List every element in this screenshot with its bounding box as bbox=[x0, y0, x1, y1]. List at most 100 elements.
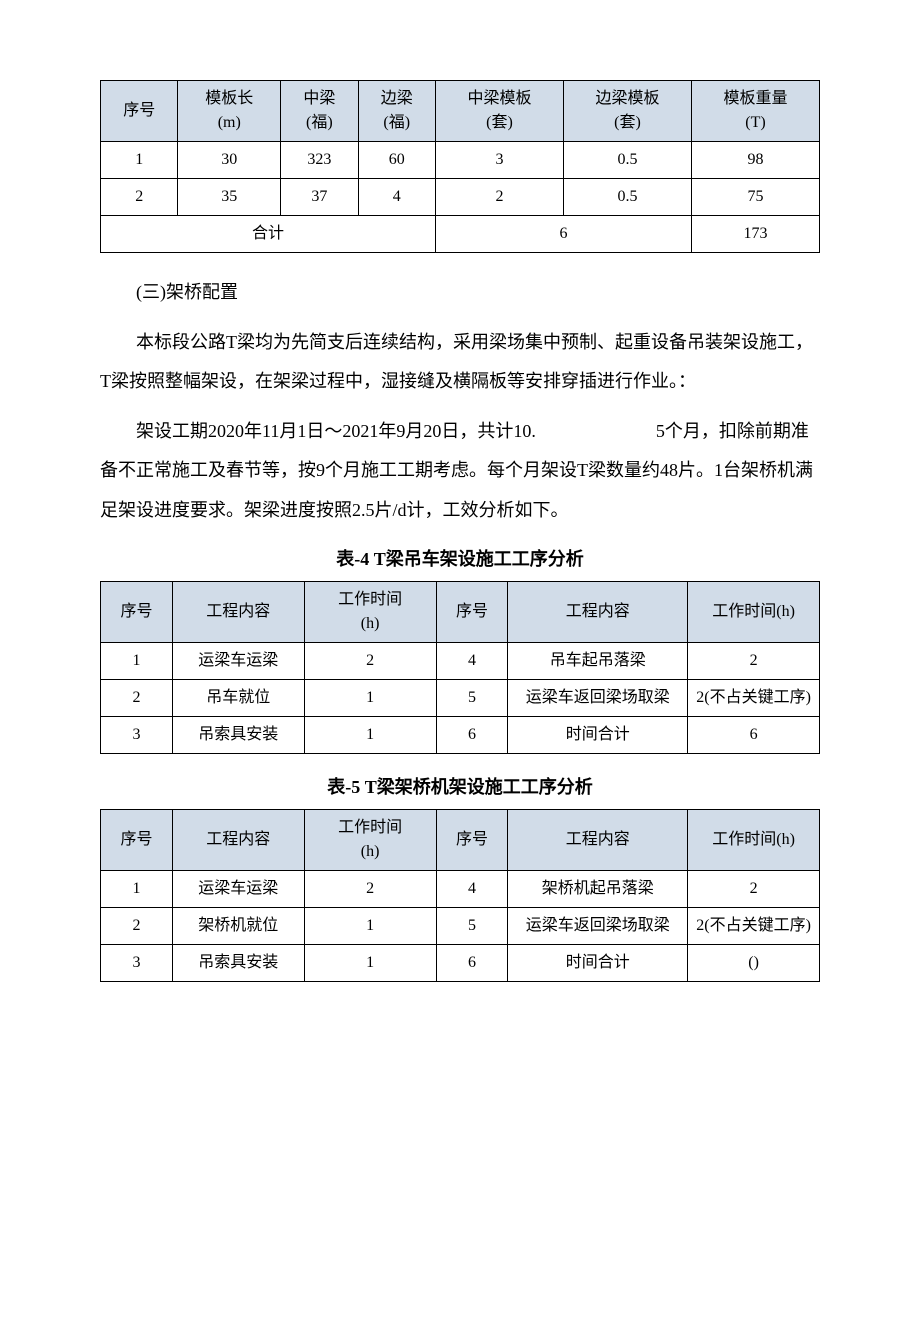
col-content: 工程内容 bbox=[172, 581, 304, 642]
col-time-text: 工作时间 (h) bbox=[338, 819, 402, 860]
col-time2: 工作时间(h) bbox=[688, 581, 820, 642]
cell: 3 bbox=[101, 944, 173, 981]
col-mid-beam: 中梁 (福) bbox=[281, 81, 358, 142]
table-row: 2 架桥机就位 1 5 运梁车返回梁场取梁 2(不占关键工序) bbox=[101, 907, 820, 944]
cell: 6 bbox=[688, 716, 820, 753]
cell: 1 bbox=[101, 642, 173, 679]
col-seq: 序号 bbox=[101, 581, 173, 642]
col-seq2: 序号 bbox=[436, 809, 508, 870]
total-right: 173 bbox=[691, 216, 819, 253]
table-header-row: 序号 模板长 (m) 中梁 (福) 边梁 (福) 中梁模板 (套) 边梁模板 (… bbox=[101, 81, 820, 142]
table-row: 3 吊索具安装 1 6 时间合计 6 bbox=[101, 716, 820, 753]
cell: 2 bbox=[101, 179, 178, 216]
cell: 2 bbox=[688, 870, 820, 907]
col-length: 模板长 (m) bbox=[178, 81, 281, 142]
cell: () bbox=[688, 944, 820, 981]
col-content2: 工程内容 bbox=[508, 809, 688, 870]
col-side-beam: 边梁 (福) bbox=[358, 81, 435, 142]
table-header-row: 序号 工程内容 工作时间 (h) 序号 工程内容 工作时间(h) bbox=[101, 581, 820, 642]
col-side-form-text: 边梁模板 (套) bbox=[595, 90, 659, 131]
cell: 30 bbox=[178, 142, 281, 179]
cell: 架桥机起吊落梁 bbox=[508, 870, 688, 907]
cell: 1 bbox=[304, 944, 436, 981]
col-mid-form: 中梁模板 (套) bbox=[435, 81, 563, 142]
cell: 1 bbox=[304, 679, 436, 716]
table-row: 2 吊车就位 1 5 运梁车返回梁场取梁 2(不占关键工序) bbox=[101, 679, 820, 716]
cell: 4 bbox=[358, 179, 435, 216]
col-mid-form-text: 中梁模板 (套) bbox=[467, 90, 531, 131]
col-length-text: 模板长 (m) bbox=[205, 90, 253, 131]
cell: 2(不占关键工序) bbox=[688, 679, 820, 716]
para2-part2: 5个月， bbox=[656, 421, 719, 441]
cell: 98 bbox=[691, 142, 819, 179]
cell: 4 bbox=[436, 870, 508, 907]
cell: 5 bbox=[436, 907, 508, 944]
table-4-title: 表-4 T梁吊车架设施工工序分析 bbox=[100, 546, 820, 573]
paragraph-2: 架设工期2020年11月1日～2021年9月20日，共计10.5个月，扣除前期准… bbox=[100, 412, 820, 531]
table-5-title: 表-5 T梁架桥机架设施工工序分析 bbox=[100, 774, 820, 801]
cell: 1 bbox=[101, 870, 173, 907]
col-weight-text: 模板重量 (T) bbox=[723, 90, 787, 131]
table-total-row: 合计 6 173 bbox=[101, 216, 820, 253]
cell: 6 bbox=[436, 716, 508, 753]
cell: 0.5 bbox=[563, 179, 691, 216]
col-mid-beam-text: 中梁 (福) bbox=[303, 90, 335, 131]
col-side-beam-text: 边梁 (福) bbox=[381, 90, 413, 131]
cell: 2 bbox=[304, 870, 436, 907]
para2-part1: 架设工期2020年11月1日～2021年9月20日，共计10. bbox=[136, 421, 536, 441]
cell: 2(不占关键工序) bbox=[688, 907, 820, 944]
table-row: 1 运梁车运梁 2 4 架桥机起吊落梁 2 bbox=[101, 870, 820, 907]
col-seq: 序号 bbox=[101, 81, 178, 142]
col-side-form: 边梁模板 (套) bbox=[563, 81, 691, 142]
col-time: 工作时间 (h) bbox=[304, 809, 436, 870]
cell: 323 bbox=[281, 142, 358, 179]
table-row: 1 30 323 60 3 0.5 98 bbox=[101, 142, 820, 179]
cell: 时间合计 bbox=[508, 944, 688, 981]
cell: 60 bbox=[358, 142, 435, 179]
table-header-row: 序号 工程内容 工作时间 (h) 序号 工程内容 工作时间(h) bbox=[101, 809, 820, 870]
cell: 0.5 bbox=[563, 142, 691, 179]
cell: 2 bbox=[304, 642, 436, 679]
cell: 3 bbox=[101, 716, 173, 753]
cell: 35 bbox=[178, 179, 281, 216]
col-weight: 模板重量 (T) bbox=[691, 81, 819, 142]
cell: 1 bbox=[304, 907, 436, 944]
cell: 吊车就位 bbox=[172, 679, 304, 716]
cell: 吊车起吊落梁 bbox=[508, 642, 688, 679]
table-row: 2 35 37 4 2 0.5 75 bbox=[101, 179, 820, 216]
cell: 2 bbox=[101, 679, 173, 716]
cell: 运梁车运梁 bbox=[172, 642, 304, 679]
cell: 时间合计 bbox=[508, 716, 688, 753]
table-5-bridge-machine-analysis: 序号 工程内容 工作时间 (h) 序号 工程内容 工作时间(h) 1 运梁车运梁… bbox=[100, 809, 820, 982]
formwork-config-table: 序号 模板长 (m) 中梁 (福) 边梁 (福) 中梁模板 (套) 边梁模板 (… bbox=[100, 80, 820, 253]
cell: 运梁车返回梁场取梁 bbox=[508, 907, 688, 944]
cell: 2 bbox=[435, 179, 563, 216]
cell: 5 bbox=[436, 679, 508, 716]
cell: 1 bbox=[101, 142, 178, 179]
col-time: 工作时间 (h) bbox=[304, 581, 436, 642]
cell: 运梁车运梁 bbox=[172, 870, 304, 907]
col-seq: 序号 bbox=[101, 809, 173, 870]
cell: 1 bbox=[304, 716, 436, 753]
total-label: 合计 bbox=[101, 216, 436, 253]
cell: 2 bbox=[101, 907, 173, 944]
cell: 37 bbox=[281, 179, 358, 216]
col-time-text: 工作时间 (h) bbox=[338, 591, 402, 632]
col-time2: 工作时间(h) bbox=[688, 809, 820, 870]
table-4-crane-analysis: 序号 工程内容 工作时间 (h) 序号 工程内容 工作时间(h) 1 运梁车运梁… bbox=[100, 581, 820, 754]
cell: 2 bbox=[688, 642, 820, 679]
col-content: 工程内容 bbox=[172, 809, 304, 870]
cell: 4 bbox=[436, 642, 508, 679]
table-row: 3 吊索具安装 1 6 时间合计 () bbox=[101, 944, 820, 981]
col-content2: 工程内容 bbox=[508, 581, 688, 642]
cell: 75 bbox=[691, 179, 819, 216]
total-mid: 6 bbox=[435, 216, 691, 253]
cell: 架桥机就位 bbox=[172, 907, 304, 944]
cell: 吊索具安装 bbox=[172, 716, 304, 753]
paragraph-1: 本标段公路T梁均为先简支后连续结构，采用梁场集中预制、起重设备吊装架设施工，T梁… bbox=[100, 323, 820, 402]
table-row: 1 运梁车运梁 2 4 吊车起吊落梁 2 bbox=[101, 642, 820, 679]
col-seq2: 序号 bbox=[436, 581, 508, 642]
section-3-heading: (三)架桥配置 bbox=[100, 273, 820, 313]
cell: 吊索具安装 bbox=[172, 944, 304, 981]
cell: 运梁车返回梁场取梁 bbox=[508, 679, 688, 716]
